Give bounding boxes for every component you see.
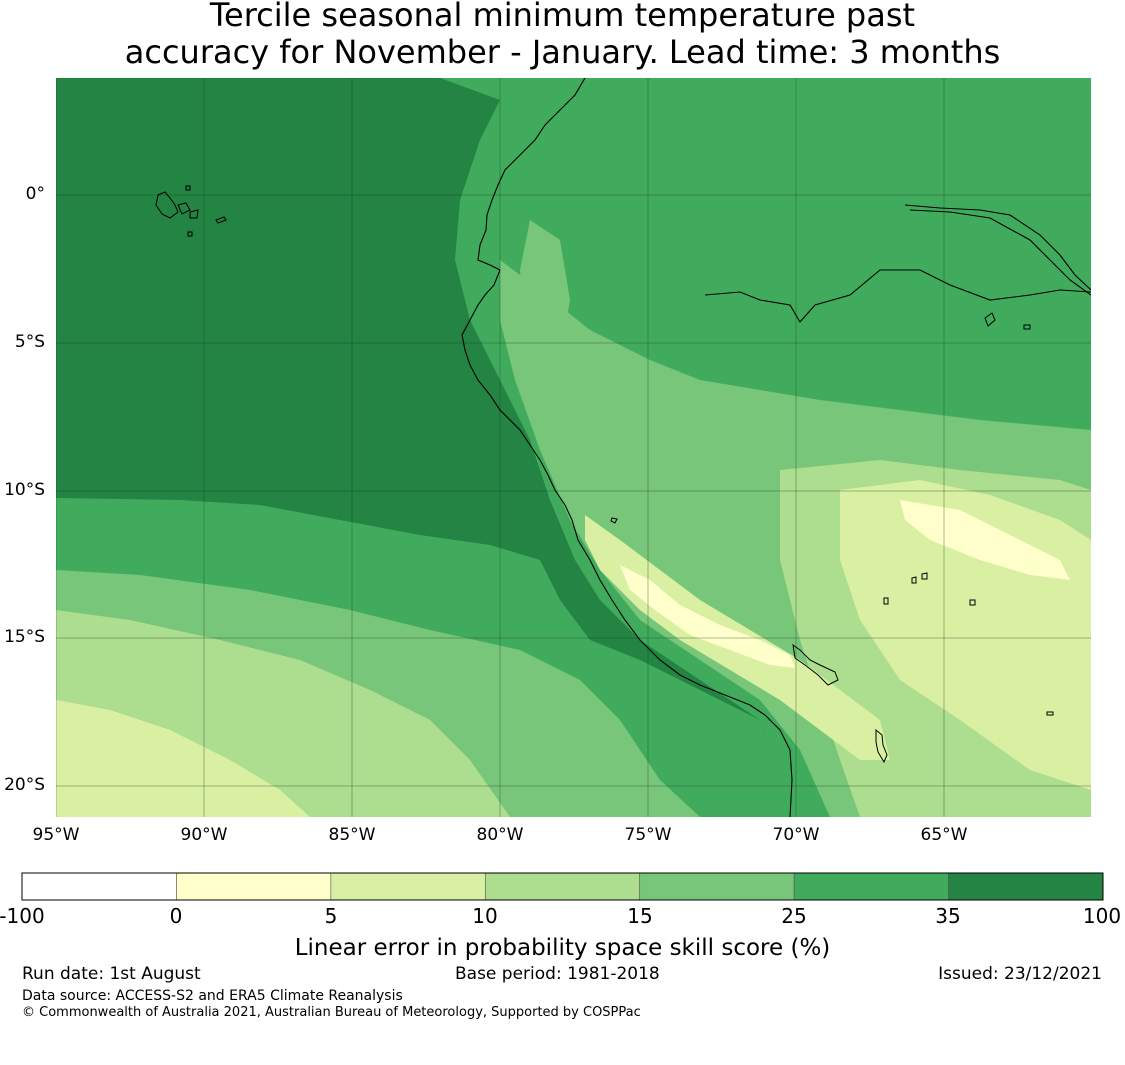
lat-label-10s: 10°S	[4, 480, 45, 500]
lon-label-90w: 90°W	[180, 825, 228, 845]
coastline	[461, 78, 1091, 817]
base-period: Base period: 1981-2018	[455, 964, 660, 984]
region-andes-ridge-east	[900, 500, 1070, 580]
colorbar-tick-label: 25	[781, 904, 807, 928]
lon-label-95w: 95°W	[32, 825, 80, 845]
colorbar-bin	[330, 872, 486, 901]
map-title-line-1: Tercile seasonal minimum temperature pas…	[209, 0, 916, 34]
lat-label-15s: 15°S	[4, 627, 45, 647]
map-plot-area	[56, 78, 1091, 817]
map-gridlines	[56, 78, 1091, 817]
data-source: Data source: ACCESS-S2 and ERA5 Climate …	[22, 988, 403, 1004]
colorbar-tick-label: 35	[935, 904, 961, 928]
colorbar-bin	[793, 872, 949, 901]
issued-date: Issued: 23/12/2021	[938, 964, 1102, 984]
lon-label-65w: 65°W	[920, 825, 968, 845]
colorbar-bin	[639, 872, 795, 901]
lon-label-85w: 85°W	[328, 825, 376, 845]
lon-label-70w: 70°W	[772, 825, 820, 845]
colorbar	[21, 872, 1104, 901]
colorbar-tick-label: -100	[0, 904, 45, 928]
lat-label-0: 0°	[25, 184, 45, 204]
colorbar-tick-label: 100	[1082, 904, 1122, 928]
colorbar-bin	[484, 872, 641, 901]
lat-label-5s: 5°S	[14, 332, 45, 352]
region-coastal-light	[520, 220, 570, 380]
colorbar-bin	[176, 872, 332, 901]
colorbar-tick-label: 0	[169, 904, 183, 928]
map-title-line-2: accuracy for November - January. Lead ti…	[124, 33, 1001, 71]
lat-label-20s: 20°S	[4, 775, 45, 795]
copyright-notice: © Commonwealth of Australia 2021, Austra…	[22, 1005, 641, 1020]
colorbar-bin	[21, 872, 177, 901]
colorbar-frame	[21, 872, 1104, 901]
islands	[155, 185, 1054, 764]
colorbar-tick-label: 15	[627, 904, 653, 928]
run-date: Run date: 1st August	[22, 964, 201, 984]
colorbar-tick-label: 10	[472, 904, 498, 928]
region-andes-ridge	[620, 565, 795, 668]
lon-label-75w: 75°W	[624, 825, 672, 845]
colorbar-bin	[948, 872, 1104, 901]
region-south-pale	[56, 770, 170, 817]
colorbar-tick-label: 5	[324, 904, 338, 928]
lon-label-80w: 80°W	[476, 825, 524, 845]
colorbar-label: Linear error in probability space skill …	[294, 935, 831, 961]
